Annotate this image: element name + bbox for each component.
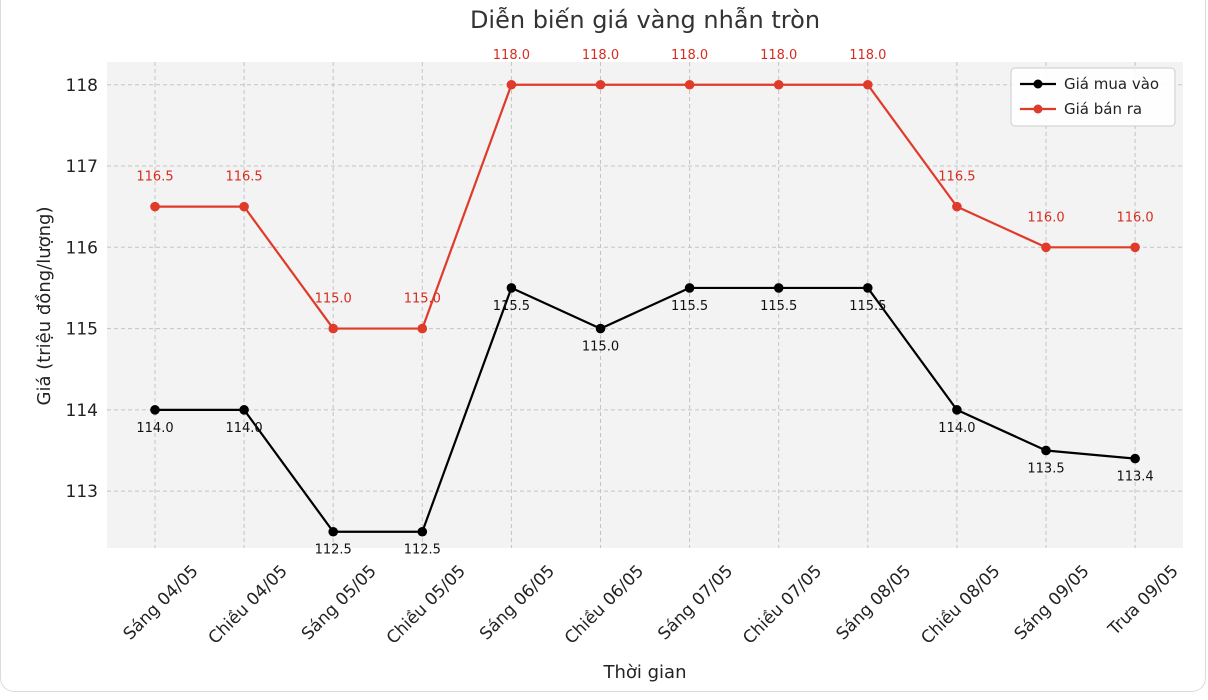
x-tick-label: Sáng 09/05 — [1011, 561, 1094, 644]
x-tick-label: Chiều 08/05 — [917, 561, 1005, 649]
data-label-buy: 112.5 — [404, 543, 441, 558]
data-point-sell — [595, 79, 606, 90]
data-label-buy: 112.5 — [315, 543, 352, 558]
legend-marker-sell — [1033, 104, 1043, 114]
data-point-buy — [150, 405, 160, 415]
data-label-buy: 115.5 — [493, 299, 530, 314]
series-line-buy — [155, 286, 1136, 533]
data-point-buy — [1041, 445, 1051, 456]
data-label-sell: 118.0 — [493, 48, 530, 63]
data-point-buy — [684, 283, 695, 293]
data-point-sell — [863, 79, 873, 90]
x-tick-label: Sáng 07/05 — [654, 561, 737, 644]
legend-label-sell: Giá bán ra — [1064, 100, 1142, 118]
y-axis-label: Giá (triệu đồng/lượng) — [34, 206, 55, 405]
y-tick-label: 114 — [66, 401, 98, 421]
data-labels: 114.0 114.0 112.5 112.5 115.5 115.0 115.5 115.5… — [136, 48, 1153, 558]
y-tick-label: 116 — [66, 238, 98, 258]
x-tick-label: Sáng 06/05 — [476, 561, 559, 644]
data-point-buy — [773, 283, 784, 293]
data-point-buy — [506, 283, 517, 293]
data-point-sell — [773, 79, 784, 90]
data-label-sell: 118.0 — [760, 48, 797, 63]
data-label-sell: 116.5 — [225, 170, 262, 185]
y-axis-ticks: 113 114 115 116 117 118 — [66, 76, 98, 502]
legend-label-buy: Giá mua vào — [1064, 75, 1159, 93]
data-point-sell — [1041, 242, 1051, 253]
data-label-sell: 116.0 — [1116, 210, 1153, 225]
data-label-buy: 115.0 — [582, 340, 619, 355]
legend-box — [1010, 67, 1176, 127]
data-label-sell: 116.5 — [136, 170, 173, 185]
data-point-buy — [417, 526, 428, 537]
x-tick-label: Sáng 05/05 — [298, 561, 381, 644]
x-tick-label: Chiều 07/05 — [739, 561, 827, 649]
data-point-sell — [684, 79, 695, 90]
x-tick-label: Chiều 06/05 — [560, 561, 648, 649]
data-point-buy — [595, 323, 606, 334]
x-tick-label: Sáng 04/05 — [120, 561, 203, 644]
data-label-sell: 116.5 — [938, 170, 975, 185]
legend: Giá mua vào Giá bán ra — [1010, 67, 1176, 127]
x-tick-label: Sáng 08/05 — [832, 561, 915, 644]
x-axis-ticks: Sáng 04/05 Chiều 04/05 Sáng 05/05 Chiều 05/… — [120, 561, 1183, 649]
series-layer — [150, 79, 1140, 537]
data-point-buy — [1130, 453, 1140, 464]
data-point-sell — [1130, 242, 1140, 253]
series-line-sell — [155, 83, 1136, 330]
y-tick-label: 118 — [66, 76, 98, 96]
data-label-sell: 115.0 — [404, 292, 441, 307]
data-label-buy: 114.0 — [136, 421, 173, 436]
data-label-buy: 114.0 — [938, 421, 975, 436]
data-point-buy — [863, 283, 873, 293]
data-point-sell — [506, 79, 517, 90]
grid-lines — [107, 62, 1183, 548]
data-point-buy — [328, 526, 339, 537]
data-label-sell: 116.0 — [1027, 210, 1064, 225]
data-label-sell: 118.0 — [582, 48, 619, 63]
x-tick-label: Trưa 09/05 — [1104, 561, 1183, 640]
data-label-buy: 113.5 — [1027, 461, 1064, 476]
data-point-sell — [150, 201, 160, 212]
data-point-buy — [952, 405, 962, 415]
data-point-sell — [417, 323, 428, 334]
y-tick-label: 117 — [66, 157, 98, 177]
y-tick-label: 113 — [66, 482, 98, 502]
x-axis-label: Thời gian — [602, 662, 686, 683]
x-tick-label: Chiều 05/05 — [382, 561, 470, 649]
data-label-sell: 118.0 — [849, 48, 886, 63]
legend-marker-buy — [1033, 79, 1043, 89]
data-point-sell — [328, 323, 339, 334]
data-point-sell — [239, 201, 249, 212]
data-label-sell: 115.0 — [315, 292, 352, 307]
y-tick-label: 115 — [66, 320, 98, 340]
chart-title: Diễn biến giá vàng nhẫn tròn — [470, 5, 820, 34]
plot-area — [107, 62, 1183, 548]
data-label-buy: 115.5 — [671, 299, 708, 314]
x-tick-label: Chiều 04/05 — [204, 561, 292, 649]
data-point-sell — [952, 201, 962, 212]
data-label-buy: 114.0 — [225, 421, 262, 436]
data-point-buy — [239, 405, 249, 415]
data-label-buy: 115.5 — [760, 299, 797, 314]
data-label-buy: 113.4 — [1116, 470, 1153, 485]
data-label-buy: 115.5 — [849, 299, 886, 314]
data-label-sell: 118.0 — [671, 48, 708, 63]
